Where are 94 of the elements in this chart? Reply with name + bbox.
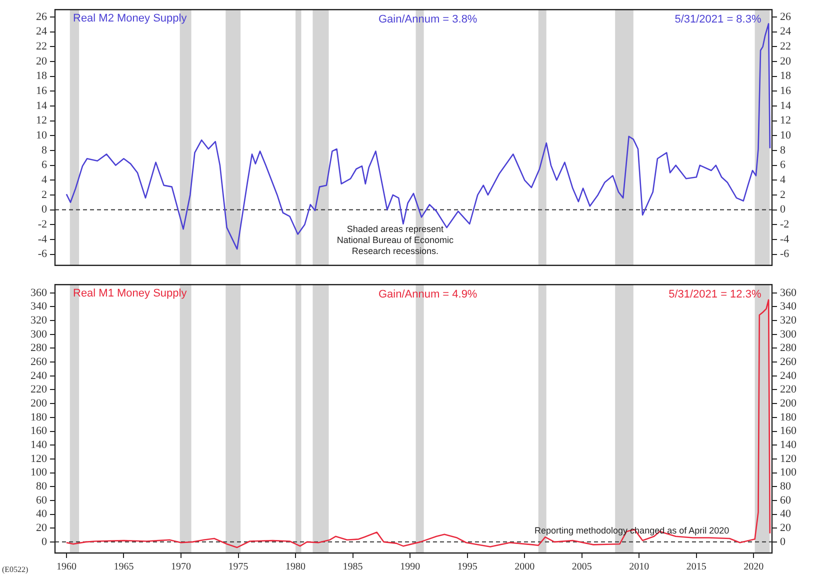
y2-tick-label: -2 [780,218,790,231]
y-tick-label: 180 [30,411,48,424]
y2-tick-label: 6 [780,159,786,172]
y-tick-label: 8 [42,144,48,156]
y-tick-label: 26 [36,10,48,23]
x-tick-label: 1970 [170,562,191,573]
y2-tick-label: 8 [780,144,786,156]
y-tick-label: -4 [38,233,48,246]
y-tick-label: 140 [30,438,48,451]
y2-tick-label: 20 [780,55,792,68]
y2-tick-label: 40 [780,508,792,520]
y-tick-label: 40 [36,508,48,520]
y-tick-label: 20 [36,55,48,68]
y2-tick-label: 200 [780,397,797,410]
y2-tick-label: -4 [780,233,790,246]
chart-title: Real M2 Money Supply [73,12,188,25]
y2-tick-label: 340 [780,300,797,313]
y2-tick-label: 100 [780,466,797,479]
y2-tick-label: 24 [780,26,792,38]
y2-tick-label: 180 [780,411,797,424]
y-tick-label: 220 [30,384,48,396]
x-tick-label: 1985 [342,562,363,573]
y-tick-label: 300 [30,328,48,340]
y2-tick-label: 320 [780,314,797,326]
y-tick-label: 200 [30,397,48,410]
x-tick-label: 2020 [744,562,764,573]
annotation: 5/31/2021 = 8.3% [674,14,762,26]
y2-tick-label: 12 [780,114,791,127]
y-tick-label: -2 [38,218,47,231]
y-tick-label: 12 [36,114,47,127]
y2-tick-label: 20 [780,522,792,534]
x-tick-label: 2010 [629,562,650,573]
x-tick-label: 1960 [56,562,76,573]
x-tick-label: 1995 [457,562,478,573]
y2-tick-label: 360 [780,286,797,299]
x-tick-label: 2015 [686,562,706,573]
y2-tick-label: 22 [780,40,791,53]
y-tick-label: 0 [42,536,48,548]
y-tick-label: 6 [42,159,48,172]
y2-tick-label: -6 [780,248,790,260]
y-tick-label: 22 [36,40,47,53]
annotation: Shaded areas represent National Bureau of Economic Research recessions. [336,224,454,256]
y2-tick-label: 16 [780,85,792,98]
y2-tick-label: 4 [780,174,786,186]
y2-tick-label: 26 [780,10,792,23]
y-tick-label: 80 [36,480,48,492]
y-tick-label: 240 [30,370,48,382]
y-tick-label: 14 [36,100,48,112]
y-tick-label: 24 [36,26,48,38]
y-tick-label: 18 [36,70,48,82]
y2-tick-label: 220 [780,384,797,396]
y-tick-label: 340 [30,300,48,313]
y-tick-label: 20 [36,522,48,534]
chart-title: Real M1 Money Supply [73,288,188,300]
y-tick-label: 2 [42,188,47,201]
annotation: Gain/Annum = 3.8% [378,14,478,26]
y-tick-label: 320 [30,314,48,326]
y2-tick-label: 280 [780,342,797,354]
y-tick-label: 16 [36,85,48,98]
x-tick-label: 1975 [228,562,248,573]
y2-tick-label: 14 [780,100,792,112]
y-tick-label: 4 [42,174,48,186]
y-tick-label: 0 [42,204,48,216]
y2-tick-label: 10 [780,130,792,142]
x-tick-label: 2005 [572,562,592,573]
y2-tick-label: 160 [780,425,797,438]
y2-tick-label: 140 [780,438,797,451]
y-tick-label: 360 [30,286,48,299]
y2-tick-label: 60 [780,494,792,506]
y-tick-label: 160 [30,425,48,438]
y-tick-label: 260 [30,356,48,368]
x-tick-label: 2000 [514,562,535,573]
annotation: Reporting methodology changed as of April 2020 [534,525,730,536]
y-tick-label: -6 [38,248,48,260]
y2-tick-label: 0 [780,536,786,548]
y-tick-label: 10 [36,130,48,142]
y2-tick-label: 300 [780,328,797,340]
annotation: 5/31/2021 = 12.3% [668,288,762,301]
y2-tick-label: 18 [780,70,792,82]
y-tick-label: 280 [30,342,48,354]
text: (E0522) [2,565,29,574]
x-tick-label: 1965 [114,562,134,573]
x-tick-label: 1990 [400,562,420,573]
y-tick-label: 60 [36,494,48,506]
y2-tick-label: 260 [780,356,797,368]
y2-tick-label: 240 [780,370,797,382]
y2-tick-label: 2 [780,188,786,201]
y2-tick-label: 120 [780,452,797,465]
x-tick-label: 1980 [286,562,306,573]
y-tick-label: 100 [30,466,48,479]
y2-tick-label: 0 [780,204,786,216]
y2-tick-label: 80 [780,480,792,492]
y-tick-label: 120 [30,452,48,465]
annotation: Gain/Annum = 4.9% [378,288,478,301]
